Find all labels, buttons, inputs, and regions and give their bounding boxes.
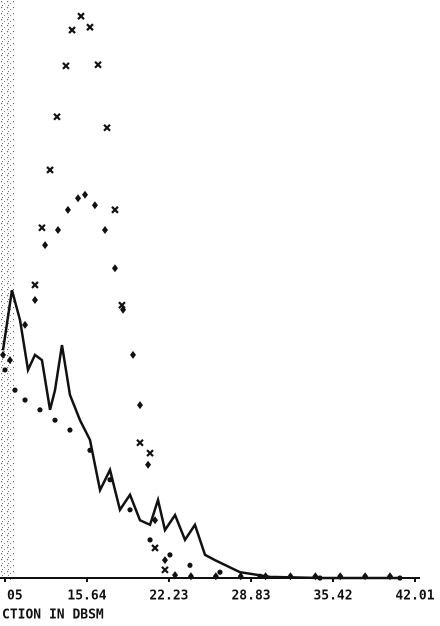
x-tick-label: 15.64 (67, 589, 106, 604)
diamond-marker (237, 572, 244, 581)
dot-marker (167, 552, 173, 558)
diamond-marker (31, 295, 38, 304)
dot-marker (187, 562, 193, 568)
x-marker (31, 281, 39, 289)
dot-marker (147, 537, 153, 543)
diamond-marker (362, 572, 369, 581)
dot-marker (12, 387, 18, 393)
x-tick-label: 05 (7, 589, 23, 604)
x-marker (53, 112, 61, 121)
x-tick-label: 22.23 (149, 589, 188, 604)
x-marker (62, 62, 70, 70)
dot-marker (317, 575, 323, 581)
x-marker (161, 566, 169, 574)
diamond-marker (64, 205, 71, 214)
dot-marker (22, 397, 28, 403)
series-line (1, 289, 400, 580)
dot-marker (217, 569, 223, 575)
x-marker (77, 12, 85, 20)
x-axis-label: CTION IN DBSM (2, 608, 104, 623)
x-marker (136, 438, 144, 447)
diamond-marker (42, 241, 49, 250)
dot-marker (257, 573, 263, 579)
dot-marker (67, 427, 73, 433)
dot-marker (107, 477, 113, 483)
diamond-marker (22, 320, 29, 329)
diamond-marker (187, 572, 194, 581)
diamond-marker (91, 201, 98, 210)
diamond-marker (136, 401, 143, 410)
scan-noise (0, 0, 14, 580)
diamond-marker (0, 350, 7, 359)
x-tick-label: 28.83 (231, 589, 270, 604)
x-marker (94, 60, 102, 69)
x-marker (68, 26, 76, 34)
diamond-marker (6, 356, 13, 365)
diamond-marker (386, 572, 393, 581)
x-tick-label: 42.01 (395, 589, 434, 604)
x-marker (111, 206, 119, 214)
diamond-marker (102, 226, 109, 235)
diamond-marker (54, 226, 61, 235)
x-tick-label: 35.42 (313, 589, 352, 604)
x-marker (86, 23, 94, 31)
x-marker (151, 544, 159, 552)
diamond-marker (337, 572, 344, 581)
dot-marker (52, 417, 58, 423)
dot-marker (2, 367, 8, 373)
x-marker (146, 449, 154, 457)
diamond-marker (262, 572, 269, 581)
x-marker (38, 223, 46, 232)
diamond-marker (111, 264, 118, 273)
dot-marker (37, 407, 43, 413)
diamond-marker (75, 194, 82, 203)
dot-marker (127, 507, 133, 513)
diamond-marker (287, 572, 294, 581)
diamond-marker (172, 571, 179, 580)
diamond-marker (81, 190, 88, 199)
diamond-marker (212, 572, 219, 581)
diamond-marker (145, 460, 152, 469)
dot-marker (87, 447, 93, 453)
diamond-marker (312, 572, 319, 581)
diamond-marker (161, 556, 168, 565)
diamond-marker (130, 350, 137, 359)
x-marker (46, 166, 54, 174)
x-marker (103, 123, 111, 132)
diamond-marker (120, 305, 127, 314)
diamond-marker (152, 516, 159, 525)
dot-marker (397, 575, 403, 581)
